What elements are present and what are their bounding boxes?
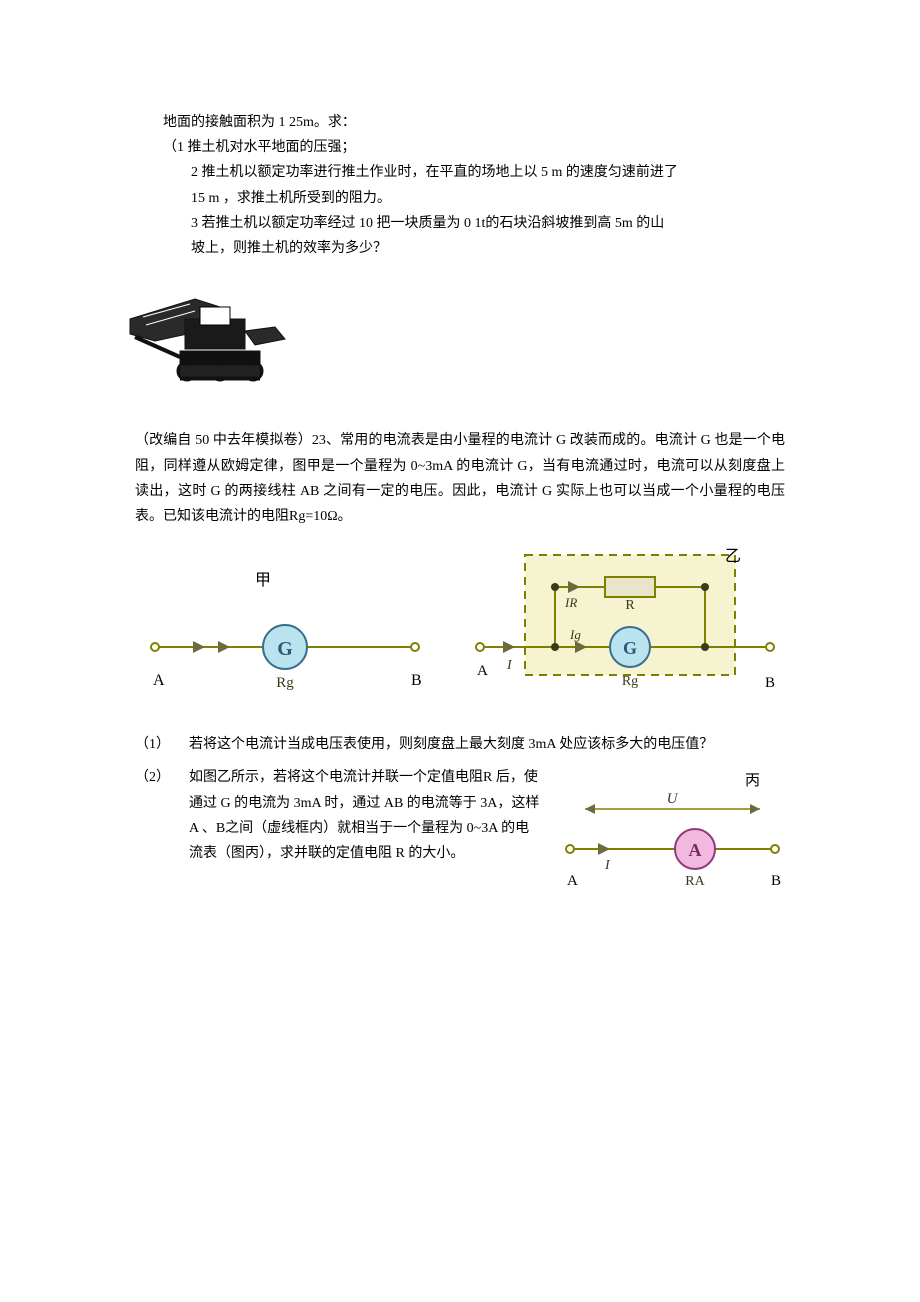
p22-item1: （1 推土机对水平地面的压强； [135,135,785,160]
svg-text:G: G [277,638,293,660]
p22-line1: 地面的接触面积为 1 25m。求： [135,110,785,135]
svg-text:Rg: Rg [622,674,638,689]
svg-text:A: A [153,672,165,689]
q1-text: 若将这个电流计当成电压表使用，则刻度盘上最大刻度 3mA 处应该标多大的电压值？ [189,732,785,757]
circuit-figures-row: 甲 G A B Rg 乙 [135,547,785,716]
svg-text:I: I [506,658,513,673]
svg-text:IR: IR [564,595,577,610]
p22-item3b: 坡上，则推土机的效率为多少？ [135,236,785,261]
q2-body: 丙 U I A RA A B [189,765,785,908]
svg-text:Ig: Ig [569,627,581,642]
p23-q2: （2） 丙 U I A [135,765,785,908]
p22-item2a: 2 推土机以额定功率进行推土作业时，在平直的场地上以 5 m 的速度匀速前进了 [135,160,785,185]
svg-text:RA: RA [685,874,705,889]
svg-text:Rg: Rg [276,675,294,691]
svg-text:A: A [477,663,488,679]
p23-intro: （改编自 50 中去年模拟卷）23、常用的电流表是由小量程的电流计 G 改装而成… [135,428,785,529]
svg-text:B: B [765,675,775,691]
page: 地面的接触面积为 1 25m。求： （1 推土机对水平地面的压强； 2 推土机以… [0,0,920,1302]
p22-item2b: 15 m ，求推土机所受到的阻力。 [135,186,785,211]
svg-text:B: B [411,672,422,689]
svg-text:A: A [689,840,702,860]
fig-a-title: 甲 [255,572,271,589]
figure-jia: 甲 G A B Rg [135,567,435,716]
svg-text:I: I [604,858,611,873]
q2-number: （2） [135,765,189,908]
q2-text: 如图乙所示，若将这个电流计并联一个定值电阻R 后，使通过 G 的电流为 3mA … [189,770,539,861]
svg-text:B: B [771,873,781,889]
svg-text:A: A [567,873,578,889]
p22-item3a: 3 若推土机以额定功率经过 10 把一块质量为 0 1t的石块沿斜坡推到高 5m… [135,211,785,236]
svg-text:R: R [625,598,635,613]
svg-text:丙: 丙 [745,773,760,789]
bulldozer-image [125,279,785,408]
q1-number: （1） [135,732,189,757]
figure-bing: 丙 U I A RA A B [555,769,785,908]
p23-q1: （1） 若将这个电流计当成电压表使用，则刻度盘上最大刻度 3mA 处应该标多大的… [135,732,785,757]
svg-text:乙: 乙 [725,548,741,565]
svg-text:U: U [667,791,679,807]
figure-yi: 乙 R G [465,547,785,716]
svg-text:G: G [623,638,637,658]
